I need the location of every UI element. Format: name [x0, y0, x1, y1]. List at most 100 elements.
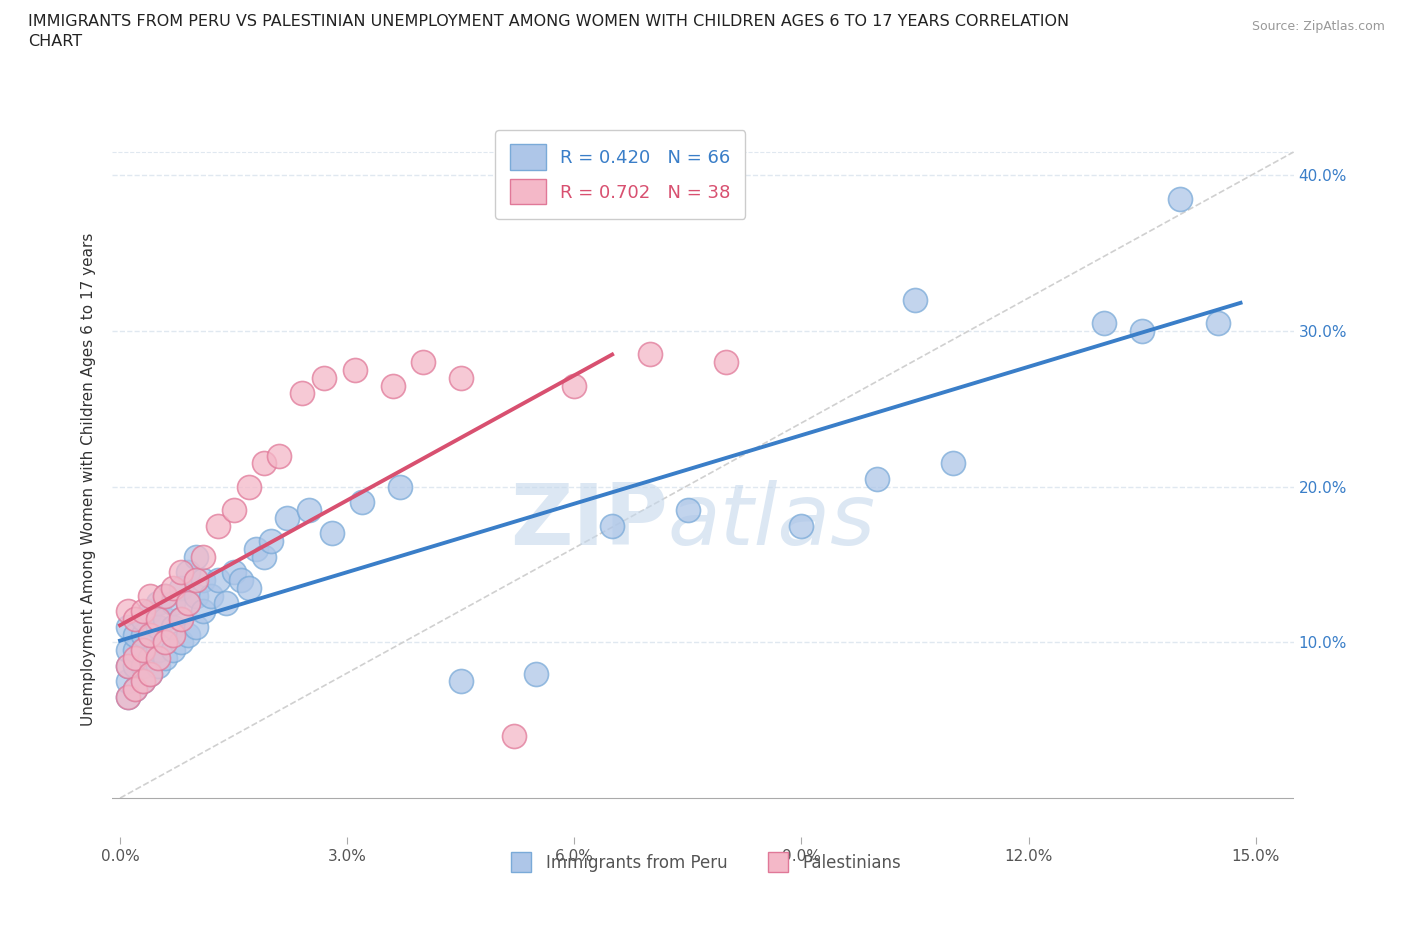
Point — [298, 502, 321, 517]
Point — [1168, 192, 1191, 206]
Point — [638, 347, 661, 362]
Point — [117, 619, 139, 634]
Point — [904, 293, 927, 308]
Point — [600, 518, 623, 533]
Point — [1092, 316, 1115, 331]
Point — [222, 502, 245, 517]
Point — [132, 604, 155, 618]
Point — [193, 604, 215, 618]
Point — [184, 589, 207, 604]
Point — [267, 448, 290, 463]
Point — [177, 627, 200, 642]
Point — [146, 643, 169, 658]
Point — [193, 573, 215, 588]
Point — [169, 612, 191, 627]
Point — [231, 573, 253, 588]
Point — [562, 379, 585, 393]
Point — [155, 589, 177, 604]
Point — [155, 635, 177, 650]
Point — [389, 479, 412, 494]
Legend: Immigrants from Peru, Palestinians: Immigrants from Peru, Palestinians — [498, 847, 908, 879]
Point — [169, 635, 191, 650]
Text: Source: ZipAtlas.com: Source: ZipAtlas.com — [1251, 20, 1385, 33]
Point — [291, 386, 314, 401]
Point — [117, 643, 139, 658]
Point — [502, 728, 524, 743]
Point — [184, 573, 207, 588]
Point — [245, 541, 267, 556]
Point — [714, 354, 737, 369]
Point — [260, 534, 283, 549]
Point — [1130, 324, 1153, 339]
Point — [321, 526, 343, 541]
Point — [155, 651, 177, 666]
Point — [139, 651, 162, 666]
Point — [162, 627, 184, 642]
Point — [162, 580, 184, 595]
Point — [381, 379, 404, 393]
Point — [450, 674, 472, 689]
Point — [162, 643, 184, 658]
Point — [193, 550, 215, 565]
Point — [132, 643, 155, 658]
Point — [222, 565, 245, 579]
Point — [276, 511, 298, 525]
Point — [132, 674, 155, 689]
Point — [117, 604, 139, 618]
Point — [177, 596, 200, 611]
Point — [117, 689, 139, 704]
Point — [124, 627, 146, 642]
Point — [132, 674, 155, 689]
Point — [942, 456, 965, 471]
Point — [139, 627, 162, 642]
Y-axis label: Unemployment Among Women with Children Ages 6 to 17 years: Unemployment Among Women with Children A… — [80, 232, 96, 725]
Point — [866, 472, 889, 486]
Point — [124, 612, 146, 627]
Point — [169, 565, 191, 579]
Text: atlas: atlas — [668, 481, 876, 564]
Point — [314, 370, 336, 385]
Point — [238, 580, 260, 595]
Point — [132, 658, 155, 673]
Point — [139, 627, 162, 642]
Point — [139, 604, 162, 618]
Point — [207, 518, 229, 533]
Point — [200, 589, 222, 604]
Point — [117, 658, 139, 673]
Point — [146, 619, 169, 634]
Point — [526, 666, 548, 681]
Point — [215, 596, 238, 611]
Point — [146, 596, 169, 611]
Point — [124, 643, 146, 658]
Text: CHART: CHART — [28, 34, 82, 49]
Point — [155, 589, 177, 604]
Point — [124, 651, 146, 666]
Point — [676, 502, 699, 517]
Point — [162, 619, 184, 634]
Point — [253, 456, 276, 471]
Point — [450, 370, 472, 385]
Point — [184, 619, 207, 634]
Point — [139, 666, 162, 681]
Point — [132, 643, 155, 658]
Point — [132, 612, 155, 627]
Point — [238, 479, 260, 494]
Point — [124, 682, 146, 697]
Point — [132, 627, 155, 642]
Point — [117, 674, 139, 689]
Point — [169, 580, 191, 595]
Point — [124, 682, 146, 697]
Point — [1206, 316, 1229, 331]
Point — [343, 363, 366, 378]
Point — [177, 565, 200, 579]
Point — [169, 612, 191, 627]
Point — [790, 518, 813, 533]
Point — [352, 495, 374, 510]
Point — [184, 550, 207, 565]
Point — [177, 596, 200, 611]
Point — [412, 354, 434, 369]
Text: ZIP: ZIP — [510, 481, 668, 564]
Point — [117, 689, 139, 704]
Point — [124, 658, 146, 673]
Point — [139, 666, 162, 681]
